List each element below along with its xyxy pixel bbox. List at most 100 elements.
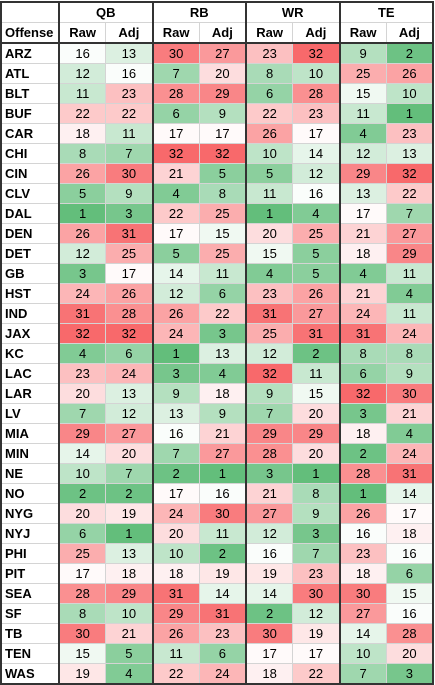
value-cell: 2 xyxy=(58,483,107,504)
table-row: DEN 26 31 17 15 20 25 21 27 xyxy=(0,223,434,244)
value-cell: 16 xyxy=(58,42,107,64)
team-label: GB xyxy=(0,263,60,284)
table-row: LAR 20 13 9 18 9 15 32 30 xyxy=(0,383,434,404)
value-cell: 6 xyxy=(385,563,434,584)
value-cell: 11 xyxy=(105,123,153,144)
value-cell: 17 xyxy=(292,643,340,664)
value-cell: 27 xyxy=(292,303,340,324)
column-header: Raw xyxy=(151,22,200,44)
value-cell: 28 xyxy=(58,583,107,604)
value-cell: 23 xyxy=(292,563,340,584)
value-cell: 32 xyxy=(245,363,294,384)
value-cell: 1 xyxy=(198,463,247,484)
blank-cell xyxy=(0,1,60,23)
value-cell: 13 xyxy=(105,543,153,564)
value-cell: 32 xyxy=(151,143,200,164)
value-cell: 30 xyxy=(198,503,247,524)
value-cell: 6 xyxy=(198,643,247,664)
value-cell: 12 xyxy=(58,243,107,264)
value-cell: 3 xyxy=(245,463,294,484)
value-cell: 18 xyxy=(385,523,434,544)
value-cell: 4 xyxy=(385,283,434,304)
value-cell: 25 xyxy=(58,543,107,564)
value-cell: 30 xyxy=(338,583,387,604)
value-cell: 31 xyxy=(105,223,153,244)
value-cell: 1 xyxy=(385,103,434,124)
team-label: CAR xyxy=(0,123,60,144)
value-cell: 30 xyxy=(151,42,200,64)
table-row: KC 4 6 1 13 12 2 8 8 xyxy=(0,343,434,364)
value-cell: 2 xyxy=(338,443,387,464)
table-row: NYG 20 19 24 30 27 9 26 17 xyxy=(0,503,434,524)
value-cell: 17 xyxy=(151,483,200,504)
team-label: CIN xyxy=(0,163,60,184)
value-cell: 18 xyxy=(198,383,247,404)
value-cell: 22 xyxy=(245,103,294,124)
value-cell: 14 xyxy=(385,483,434,504)
team-label: TEN xyxy=(0,643,60,664)
value-cell: 23 xyxy=(198,623,247,644)
value-cell: 23 xyxy=(385,123,434,144)
column-header: Raw xyxy=(245,22,294,44)
value-cell: 11 xyxy=(151,643,200,664)
value-cell: 14 xyxy=(338,623,387,644)
value-cell: 28 xyxy=(245,443,294,464)
value-cell: 11 xyxy=(385,263,434,284)
value-cell: 25 xyxy=(198,243,247,264)
value-cell: 2 xyxy=(198,543,247,564)
column-header: Adj xyxy=(198,22,247,44)
value-cell: 17 xyxy=(245,643,294,664)
value-cell: 18 xyxy=(105,563,153,584)
table-row: PIT 17 18 18 19 19 23 18 6 xyxy=(0,563,434,584)
value-cell: 14 xyxy=(58,443,107,464)
value-cell: 8 xyxy=(58,143,107,164)
table-row: NE 10 7 2 1 3 1 28 31 xyxy=(0,463,434,484)
value-cell: 29 xyxy=(198,83,247,104)
value-cell: 6 xyxy=(198,283,247,304)
column-header: Adj xyxy=(292,22,340,44)
group-header: WR xyxy=(245,1,340,23)
value-cell: 3 xyxy=(198,323,247,344)
value-cell: 21 xyxy=(198,423,247,444)
value-cell: 10 xyxy=(105,603,153,624)
value-cell: 26 xyxy=(58,223,107,244)
value-cell: 5 xyxy=(198,163,247,184)
value-cell: 17 xyxy=(151,223,200,244)
value-cell: 29 xyxy=(385,243,434,264)
team-label: WAS xyxy=(0,663,60,685)
value-cell: 21 xyxy=(105,623,153,644)
value-cell: 8 xyxy=(58,603,107,624)
team-label: NO xyxy=(0,483,60,504)
table-row: CIN 26 30 21 5 5 12 29 32 xyxy=(0,163,434,184)
value-cell: 13 xyxy=(105,383,153,404)
value-cell: 7 xyxy=(338,663,387,685)
value-cell: 1 xyxy=(151,343,200,364)
column-header: Adj xyxy=(105,22,153,44)
value-cell: 9 xyxy=(338,42,387,64)
value-cell: 26 xyxy=(245,123,294,144)
value-cell: 2 xyxy=(105,483,153,504)
value-cell: 11 xyxy=(385,303,434,324)
value-cell: 23 xyxy=(105,83,153,104)
value-cell: 17 xyxy=(385,503,434,524)
value-cell: 22 xyxy=(151,203,200,224)
team-label: IND xyxy=(0,303,60,324)
column-header: Raw xyxy=(58,22,107,44)
value-cell: 9 xyxy=(198,103,247,124)
value-cell: 19 xyxy=(105,503,153,524)
value-cell: 1 xyxy=(105,523,153,544)
value-cell: 25 xyxy=(198,203,247,224)
team-label: KC xyxy=(0,343,60,364)
value-cell: 18 xyxy=(151,563,200,584)
value-cell: 19 xyxy=(292,623,340,644)
table-row: HST 24 26 12 6 23 26 21 4 xyxy=(0,283,434,304)
value-cell: 4 xyxy=(338,263,387,284)
value-cell: 26 xyxy=(151,303,200,324)
value-cell: 7 xyxy=(245,403,294,424)
value-cell: 27 xyxy=(105,423,153,444)
value-cell: 24 xyxy=(385,323,434,344)
value-cell: 17 xyxy=(292,123,340,144)
value-cell: 8 xyxy=(292,483,340,504)
value-cell: 10 xyxy=(58,463,107,484)
value-cell: 5 xyxy=(58,183,107,204)
